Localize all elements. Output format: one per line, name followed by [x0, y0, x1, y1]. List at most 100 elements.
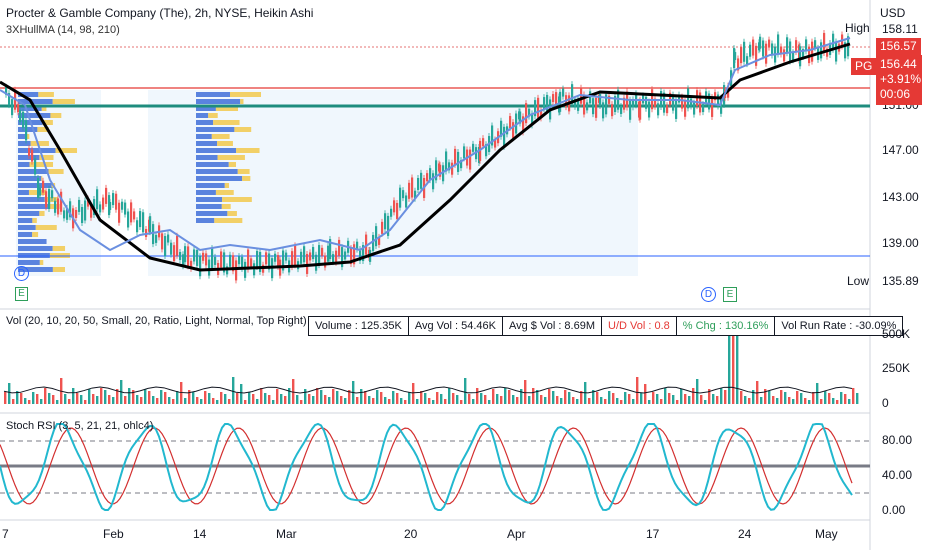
volume-bar — [136, 395, 139, 404]
volume-bar — [668, 393, 671, 404]
candle — [136, 220, 139, 233]
volume-bar — [600, 397, 603, 404]
candle — [268, 253, 271, 270]
candle — [595, 97, 598, 118]
volume-bar — [576, 399, 579, 404]
volume-profile-bar — [196, 99, 241, 104]
candle — [387, 215, 390, 236]
volume-bar — [360, 389, 363, 404]
candle — [22, 111, 25, 128]
candle — [417, 177, 420, 190]
dividend-marker[interactable]: D — [14, 266, 29, 281]
volume-profile-bar — [50, 113, 62, 118]
time-axis-label: 17 — [646, 527, 660, 541]
dividend-marker[interactable]: D — [701, 287, 716, 302]
volume-bar — [280, 394, 283, 404]
volume-bar — [296, 395, 299, 404]
candle — [762, 40, 765, 57]
volume-bar — [728, 334, 731, 404]
volume-bar — [384, 397, 387, 404]
earnings-marker[interactable]: E — [723, 287, 737, 302]
candle — [414, 190, 417, 199]
candle — [451, 162, 454, 175]
volume-bar — [412, 383, 415, 404]
volume-bar — [680, 389, 683, 404]
candle — [555, 92, 558, 105]
volume-bar — [420, 391, 423, 404]
candle — [666, 105, 669, 114]
volume-bar — [548, 389, 551, 404]
candle — [66, 207, 69, 220]
volume-indicator-label[interactable]: Vol (20, 10, 20, 50, Small, 20, Ratio, L… — [6, 315, 307, 327]
volume-bar — [304, 389, 307, 404]
symbol-tag[interactable]: PG — [851, 58, 877, 75]
candle — [574, 98, 577, 107]
candle — [457, 151, 460, 172]
candle — [118, 202, 121, 223]
volume-bar — [24, 398, 27, 404]
candle — [445, 151, 448, 172]
volume-bar — [480, 393, 483, 404]
candle — [300, 251, 303, 264]
indicator-label[interactable]: 3XHullMA (14, 98, 210) — [6, 24, 120, 36]
volume-bar — [12, 399, 15, 404]
candle — [315, 254, 318, 271]
candle — [672, 94, 675, 111]
candle — [152, 224, 155, 245]
volume-bar — [20, 393, 23, 404]
volume-bar — [108, 395, 111, 404]
volume-stats-table: Volume : 125.35K Avg Vol : 54.46K Avg $ … — [308, 316, 904, 336]
volume-bar — [48, 393, 51, 404]
candle — [48, 189, 51, 210]
volume-bar — [640, 393, 643, 404]
volume-bar — [316, 388, 319, 404]
volume-profile-bar — [214, 218, 243, 223]
volume-bar — [532, 388, 535, 404]
volume-profile-bar — [208, 113, 218, 118]
volume-bar — [216, 400, 219, 404]
volume-profile-bar — [18, 246, 53, 251]
currency-label[interactable]: USD — [880, 6, 906, 20]
stoch-rsi-label[interactable]: Stoch RSI (3, 5, 21, 21, ohlc4) — [6, 420, 154, 432]
volume-bar — [324, 395, 327, 404]
candle — [602, 102, 605, 119]
volume-profile-bar — [217, 155, 245, 160]
candle — [537, 97, 540, 118]
candle — [139, 211, 142, 228]
volume-bar — [172, 399, 175, 404]
volume-profile-bar — [37, 127, 49, 132]
volume-bar — [364, 391, 367, 404]
volume-profile-bar — [213, 120, 240, 125]
candle — [31, 149, 34, 162]
volume-ma-line — [3, 386, 853, 394]
candle — [244, 261, 247, 278]
volume-bar — [184, 398, 187, 404]
volume-bar — [740, 391, 743, 404]
volume-profile-bar — [211, 134, 230, 139]
volume-profile-bar — [196, 106, 216, 111]
time-axis-label: Mar — [276, 527, 297, 541]
candle — [402, 190, 405, 199]
candle — [8, 93, 11, 106]
volume-bar — [712, 394, 715, 404]
volume-bar — [44, 388, 47, 404]
candle — [411, 177, 414, 198]
candle — [783, 49, 786, 62]
hull-ma-fast — [0, 37, 851, 252]
volume-profile-bar — [18, 127, 38, 132]
candle — [844, 42, 847, 59]
candle — [743, 41, 746, 62]
candle — [663, 92, 666, 113]
candle — [531, 113, 534, 126]
volume-bar — [824, 391, 827, 404]
volume-bar — [632, 399, 635, 404]
earnings-marker[interactable]: E — [15, 287, 28, 301]
volume-profile-bar — [196, 176, 243, 181]
volume-axis-label: 250K — [882, 361, 911, 375]
volume-profile-bar — [30, 141, 49, 146]
volume-profile-bar — [222, 197, 252, 202]
candle — [811, 41, 814, 62]
volume-bar — [744, 396, 747, 404]
